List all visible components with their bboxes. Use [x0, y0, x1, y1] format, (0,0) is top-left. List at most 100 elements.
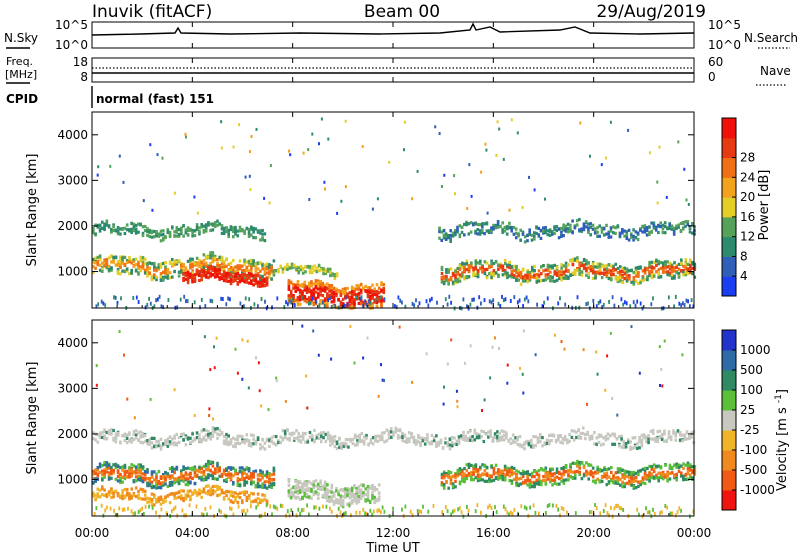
velocity-cell: [567, 478, 570, 481]
velocity-cell: [652, 432, 655, 435]
power-cell: [346, 296, 349, 299]
velocity-cell: [584, 433, 587, 436]
power-cell: [97, 165, 99, 168]
power-cell: [399, 299, 401, 303]
power-cell: [255, 282, 258, 285]
power-cell: [180, 230, 183, 233]
power-cell: [327, 298, 329, 302]
power-cell: [506, 233, 509, 236]
power-cell: [157, 153, 159, 156]
velocity-cell: [660, 475, 663, 478]
power-cell: [682, 265, 685, 268]
velocity-cell: [589, 438, 592, 441]
power-cell: [666, 196, 668, 199]
power-cell: [349, 291, 352, 294]
velocity-cell: [347, 438, 350, 441]
velocity-cell: [592, 480, 595, 483]
velocity-cell: [510, 442, 513, 445]
power-cell: [486, 276, 489, 279]
velocity-cell: [494, 432, 497, 435]
velocity-cell: [617, 471, 620, 474]
power-cell: [285, 300, 287, 304]
power-cell: [342, 298, 345, 301]
velocity-cell: [682, 475, 685, 478]
power-cell: [151, 236, 154, 239]
power-cell: [453, 174, 455, 177]
power-cell: [666, 260, 669, 263]
cpid-value: normal (fast) 151: [96, 92, 214, 106]
velocity-cell: [634, 436, 637, 439]
velocity-cell: [610, 466, 613, 469]
power-cell: [266, 271, 269, 274]
velocity-cell: [155, 484, 158, 487]
velocity-cell: [404, 440, 407, 443]
velocity-cell: [619, 478, 622, 481]
power-cell: [490, 272, 493, 275]
power-cell: [271, 305, 273, 309]
power-cell: [517, 300, 519, 304]
power-cell: [117, 260, 120, 263]
velocity-cell: [230, 466, 233, 469]
velocity-cell: [223, 479, 226, 482]
velocity-cell: [541, 444, 544, 447]
power-cell: [650, 230, 653, 233]
power-cell: [101, 270, 104, 273]
power-cell: [592, 224, 595, 227]
velocity-cell: [230, 438, 233, 441]
velocity-cell: [565, 478, 568, 481]
velocity-cell: [521, 444, 524, 447]
power-cell: [249, 150, 251, 153]
power-cell: [347, 303, 349, 307]
velocity-cell: [533, 470, 536, 473]
power-cell: [196, 270, 199, 273]
power-cell: [621, 297, 623, 301]
velocity-cell: [160, 477, 163, 480]
power-cell: [553, 232, 556, 235]
velocity-cell: [326, 489, 329, 492]
power-cell: [301, 285, 304, 288]
velocity-cell: [106, 437, 109, 440]
power-cell: [180, 264, 183, 267]
power-cell: [678, 263, 681, 266]
power-cell: [673, 275, 676, 278]
velocity-cell: [431, 434, 434, 437]
velocity-cell: [252, 434, 255, 437]
velocity-cell: [563, 482, 566, 485]
power-cell: [486, 268, 489, 271]
power-cell: [198, 279, 201, 282]
power-cell: [524, 235, 527, 238]
velocity-cell: [257, 478, 260, 481]
velocity-cell: [196, 469, 199, 472]
power-cell: [628, 269, 631, 272]
power-cell: [164, 265, 167, 268]
velocity-cell: [108, 478, 111, 481]
power-cell: [594, 227, 597, 230]
power-cell: [99, 224, 102, 227]
power-cell: [459, 280, 462, 283]
velocity-cell: [572, 462, 575, 465]
power-cell: [463, 277, 466, 280]
velocity-plot-area: [92, 325, 696, 519]
power-cell: [315, 279, 318, 282]
velocity-cell: [196, 436, 199, 439]
power-cell: [239, 276, 242, 279]
velocity-cell: [530, 439, 533, 442]
power-cell: [470, 231, 473, 234]
velocity-cell: [101, 473, 104, 476]
velocity-cell: [214, 430, 217, 433]
velocity-cell: [128, 475, 131, 478]
velocity-cell: [325, 440, 328, 443]
power-cell: [443, 229, 446, 232]
velocity-cell: [117, 432, 120, 435]
velocity-cell: [346, 489, 349, 492]
power-cell: [484, 298, 486, 302]
velocity-cell: [352, 438, 355, 441]
velocity-cell: [121, 476, 124, 479]
velocity-cell: [313, 429, 316, 432]
velocity-cell: [187, 467, 190, 470]
power-cell: [349, 304, 352, 307]
power-cell: [123, 181, 125, 184]
velocity-cell: [189, 437, 192, 440]
power-cell: [229, 297, 231, 301]
power-cell: [468, 275, 471, 278]
